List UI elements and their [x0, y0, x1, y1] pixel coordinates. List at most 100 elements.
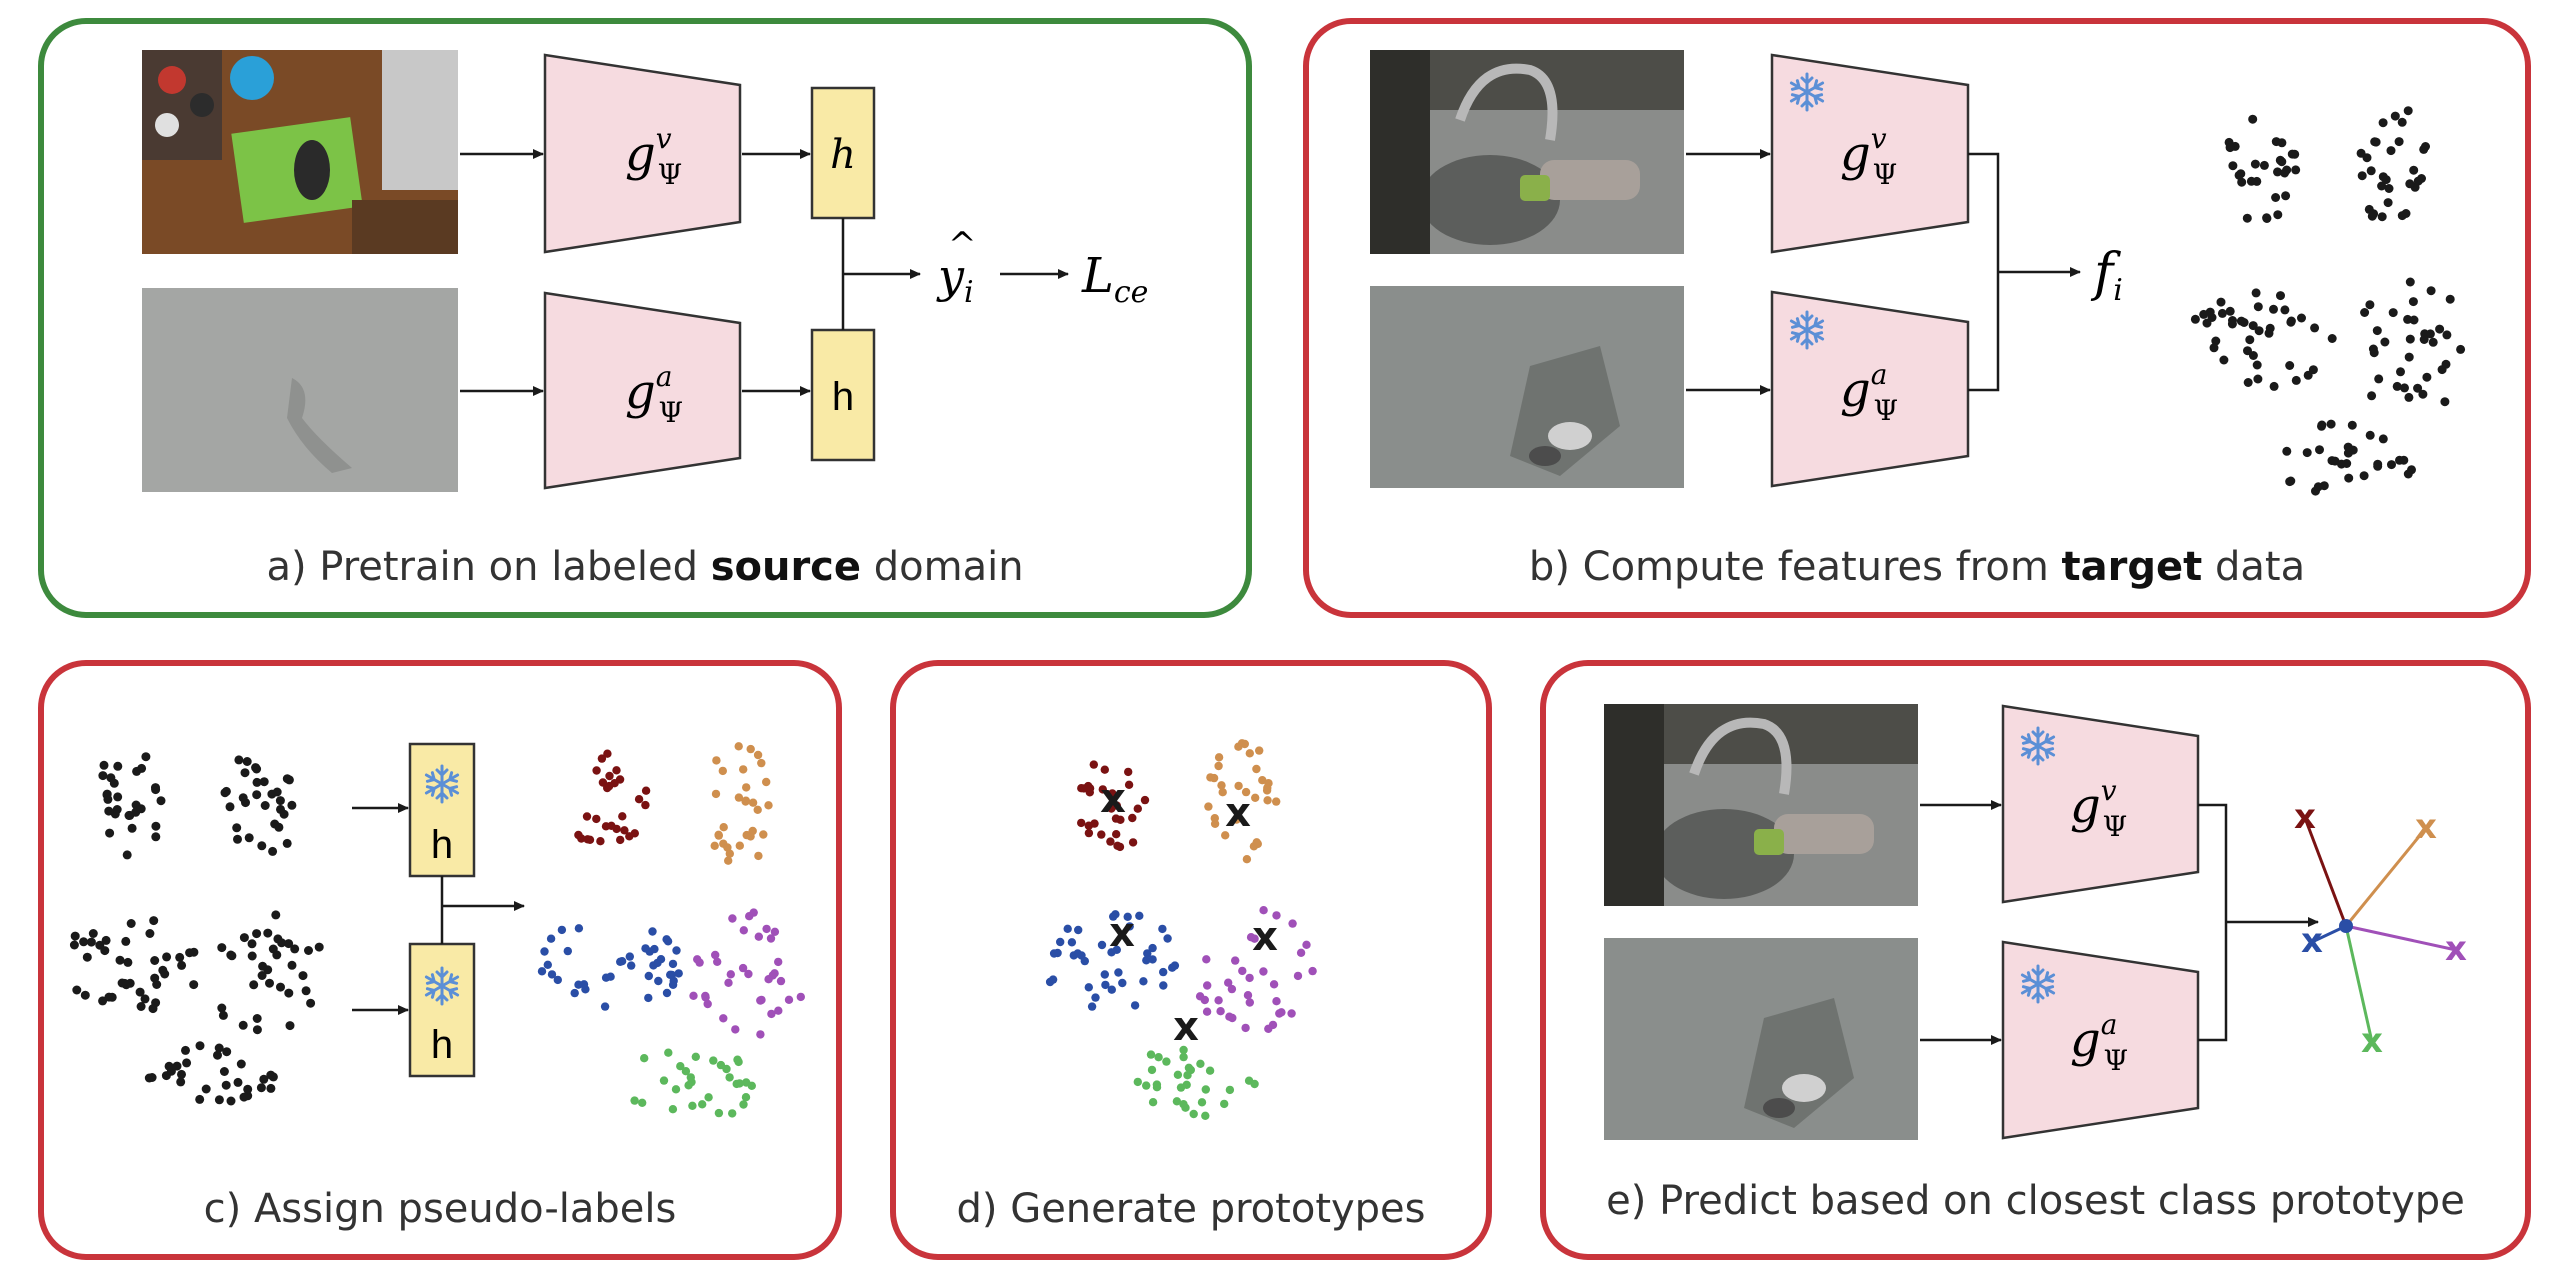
feature-point [1225, 1012, 1234, 1021]
feature-point [748, 826, 757, 836]
visual-encoder-label-e: gv Ψ [2070, 774, 2127, 843]
feature-point [282, 838, 292, 848]
feature-point [234, 755, 244, 765]
feature-point [749, 908, 758, 917]
feature-point [764, 975, 773, 984]
feature-point [1234, 781, 1243, 791]
prototype-distance-line [2303, 817, 2348, 927]
feature-point [2378, 118, 2388, 128]
feature-point [2422, 372, 2432, 382]
feature-point [784, 995, 794, 1004]
feature-point [98, 996, 108, 1006]
feature-point [2209, 343, 2219, 353]
feature-point [244, 833, 254, 843]
feature-point [252, 764, 262, 774]
feature-point [1146, 1050, 1156, 1059]
feature-point [1245, 749, 1255, 758]
feature-point [1158, 924, 1167, 934]
feature-point [140, 994, 150, 1004]
distance-to-prototypes: x x x x x [2294, 797, 2467, 1061]
feature-point [1123, 912, 1132, 921]
feature-point [227, 951, 237, 961]
feature-point [2401, 209, 2411, 218]
feature-point [689, 991, 698, 1000]
feature-point [1142, 1081, 1151, 1090]
feature-point [770, 969, 779, 978]
feature-point [2282, 446, 2292, 456]
feature-point [2394, 137, 2404, 147]
feature-point [1250, 1079, 1259, 1089]
feature-point [1128, 813, 1137, 823]
feature-point [1176, 1083, 1186, 1092]
feature-point [739, 765, 748, 774]
feature-point [668, 959, 678, 969]
feature-point [2245, 335, 2255, 345]
feature-point [688, 1101, 697, 1111]
audio-encoder-label-a: ga Ψ [625, 360, 683, 429]
prototype-distance-line [2344, 925, 2374, 1043]
feature-point [757, 758, 766, 768]
feature-point [662, 935, 671, 944]
feature-point [1130, 1001, 1140, 1010]
feature-point [277, 938, 287, 948]
feature-point [1108, 789, 1117, 798]
feature-point [239, 1092, 249, 1102]
feature-point [107, 992, 117, 1002]
feature-point [1269, 980, 1279, 989]
feature-point [1225, 1085, 1235, 1095]
feature-point [2408, 297, 2418, 307]
feature-point [2368, 344, 2378, 354]
feature-point [2248, 321, 2258, 331]
feature-point [537, 967, 547, 976]
feature-point [242, 757, 252, 766]
feature-point [252, 1014, 262, 1023]
feature-point [145, 929, 155, 938]
feature-point [98, 771, 108, 781]
feature-point [563, 946, 572, 956]
feature-point [1098, 785, 1108, 794]
feature-point [1114, 968, 1123, 977]
feature-f-i: fi [2090, 243, 2123, 308]
feature-point [2403, 314, 2413, 324]
feature-point [1296, 948, 1306, 957]
feature-point [2367, 391, 2377, 401]
feature-point [2327, 456, 2337, 466]
feature-point [270, 819, 280, 829]
feature-point [1263, 783, 1272, 793]
feature-point [684, 1081, 693, 1090]
feature-point [2413, 383, 2423, 393]
feature-point [1143, 949, 1152, 958]
feature-point [1154, 1053, 1163, 1062]
feature-point [2397, 117, 2407, 127]
feature-point [728, 914, 737, 923]
feature-point [641, 786, 651, 795]
target-rgb-frame-b [1370, 50, 1684, 254]
feature-point [2315, 445, 2324, 455]
feature-point [247, 939, 257, 949]
feature-point [776, 976, 786, 986]
feature-point [1091, 993, 1100, 1002]
feature-point [731, 1025, 740, 1034]
feature-point [2456, 344, 2466, 354]
prediction-y-hat: yi [936, 249, 974, 310]
feature-point [742, 783, 751, 792]
feature-point [2228, 161, 2238, 171]
feature-point [718, 766, 727, 776]
feature-point [664, 1048, 673, 1057]
feature-point [104, 806, 114, 816]
feature-point [574, 830, 583, 840]
feature-point [2248, 114, 2258, 124]
feature-point [1246, 933, 1256, 942]
feature-point [1201, 1111, 1210, 1121]
feature-point [122, 850, 132, 860]
feature-point [704, 1093, 713, 1102]
feature-point [306, 998, 316, 1008]
feature-point [1204, 802, 1213, 811]
feature-point [617, 957, 627, 966]
feature-point [2426, 286, 2436, 296]
feature-point [2280, 168, 2290, 178]
feature-point [1112, 830, 1121, 839]
prototype-marker: x [2415, 807, 2437, 847]
feature-point [177, 1069, 186, 1079]
prototype-marker: x [1100, 776, 1126, 822]
